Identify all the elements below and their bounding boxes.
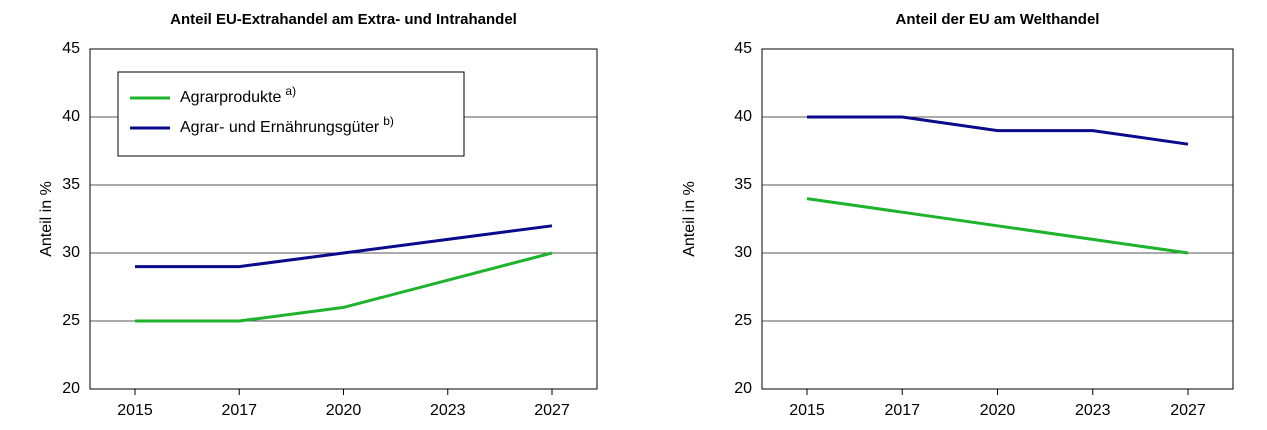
y-tick-label: 40 bbox=[734, 108, 752, 125]
x-tick-label: 2020 bbox=[980, 402, 1016, 419]
legend-box bbox=[117, 71, 465, 157]
line bbox=[806, 197, 1189, 255]
line bbox=[807, 115, 1189, 146]
y-tick-label: 45 bbox=[734, 40, 752, 57]
y-axis-label: Anteil in % bbox=[681, 181, 698, 257]
x-tick-label: 2020 bbox=[326, 402, 362, 419]
x-tick-label: 2015 bbox=[789, 402, 825, 419]
x-tick-label: 2017 bbox=[884, 402, 920, 419]
y-tick-label: 30 bbox=[62, 244, 80, 261]
y-tick-label: 25 bbox=[734, 312, 752, 329]
y-tick-label: 20 bbox=[734, 380, 752, 397]
chart-title: Anteil EU-Extrahandel am Extra- und Intr… bbox=[170, 11, 517, 28]
legend-label: Agrar- und Ernährungsgüter b) bbox=[180, 114, 394, 136]
legend-name: Agrar- und Ernährungsgüter bbox=[180, 119, 380, 136]
legend-superscript: b) bbox=[383, 114, 394, 128]
y-tick-label: 30 bbox=[734, 244, 752, 261]
legend-superscript: a) bbox=[285, 84, 296, 98]
plot-frame bbox=[761, 48, 1234, 390]
y-axis-label: Anteil in % bbox=[38, 181, 55, 257]
y-tick-label: 45 bbox=[62, 40, 80, 57]
y-tick-label: 20 bbox=[62, 380, 80, 397]
chart-title: Anteil der EU am Welthandel bbox=[896, 11, 1100, 28]
line bbox=[135, 224, 553, 269]
line bbox=[135, 251, 553, 323]
y-tick-label: 40 bbox=[62, 108, 80, 125]
x-tick-label: 2023 bbox=[430, 402, 466, 419]
legend-label: Agrarprodukte a) bbox=[180, 84, 296, 106]
x-tick-label: 2015 bbox=[117, 402, 153, 419]
x-tick-label: 2023 bbox=[1075, 402, 1111, 419]
y-tick-label: 35 bbox=[62, 176, 80, 193]
x-tick-label: 2017 bbox=[221, 402, 257, 419]
y-tick-label: 35 bbox=[734, 176, 752, 193]
legend-name: Agrarprodukte bbox=[180, 89, 281, 106]
y-tick-label: 25 bbox=[62, 312, 80, 329]
x-tick-label: 2027 bbox=[534, 402, 570, 419]
x-tick-label: 2027 bbox=[1170, 402, 1206, 419]
